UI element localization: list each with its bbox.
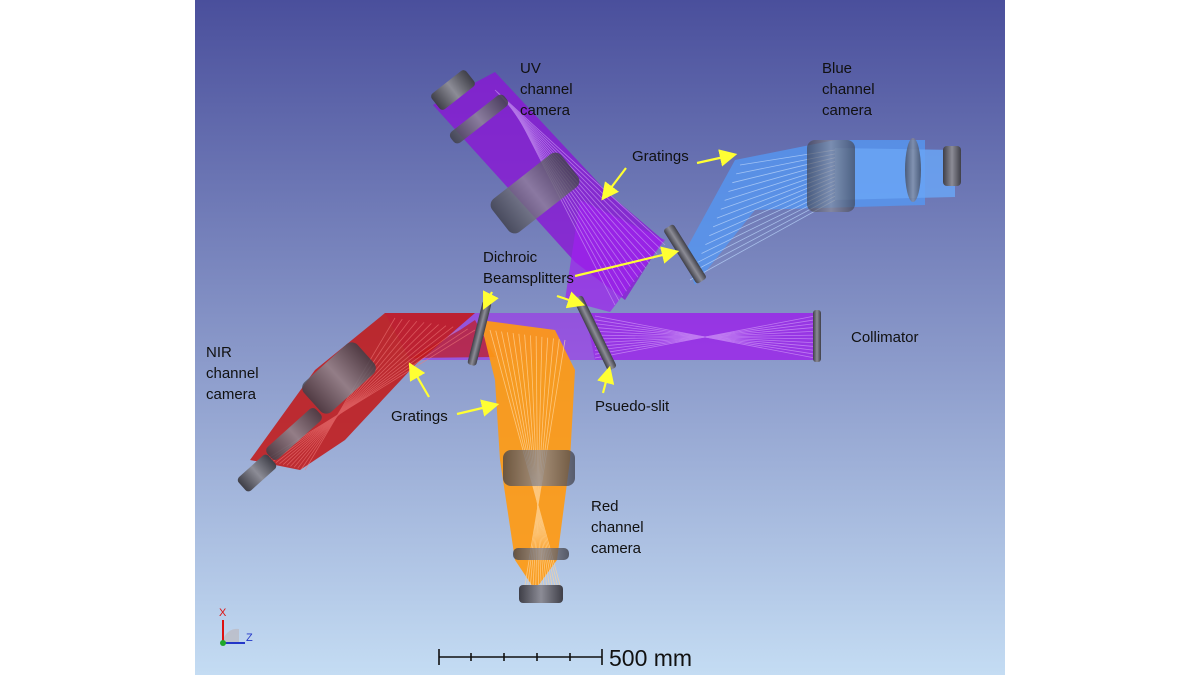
dichroic-label-line-2: Beamsplitters [483,270,574,287]
dichroic-beamsplitter-2 [467,300,492,366]
red-camera-label: Red channel camera [591,496,644,559]
arrow-dichroic-2 [556,291,586,309]
uv-camera-label: UV channel camera [520,58,573,121]
orientation-triad [220,620,245,646]
spectrograph-raytrace-diagram [195,0,1005,675]
blue-channel-beam [683,140,955,285]
arrow-pseudo-slit [597,365,615,394]
annotation-arrows [408,149,738,417]
nir-camera-label-line-1: NIR [206,344,232,361]
arrow-dichroic-1 [483,290,499,310]
uv-camera-label-line-3: camera [520,102,571,119]
blue-camera-label-line-2: channel [822,81,875,98]
dichroic-label-line-1: Dichroic [483,249,538,266]
axis-z-label: Z [246,632,253,644]
red-camera-label-line-3: camera [591,540,642,557]
uv-camera-label-line-1: UV [520,60,541,77]
arrow-dichroic-3 [574,246,680,278]
collimator-label: Collimator [851,329,919,346]
collimator-mirror [813,310,821,362]
scale-bar-label: 500 mm [609,645,693,671]
uv-camera-detector [431,70,475,110]
arrow-gratings-top-1 [601,167,627,201]
pseudo-slit-label: Psuedo-slit [595,398,670,415]
red-camera-label-line-2: channel [591,519,644,536]
arrow-gratings-bottom-2 [456,399,500,417]
red-camera-lens-2 [513,548,569,560]
nir-camera-detector [237,454,277,492]
dichroic-label: Dichroic Beamsplitters [483,247,574,289]
uv-camera-lens-group [490,152,580,234]
scale-bar [438,649,603,665]
blue-camera-label-line-3: camera [822,102,873,119]
nir-camera-label-line-3: camera [206,386,257,403]
blue-camera-detector [943,146,961,186]
blue-grating [664,224,706,284]
blue-camera-lens-group [807,140,855,212]
uv-camera-lens-1 [449,94,509,144]
red-camera-label-line-1: Red [591,498,619,515]
red-camera-detector [519,585,563,603]
nir-camera-label: NIR channel camera [206,342,259,405]
optical-layout-viewport[interactable]: UV channel camera Blue channel camera Gr… [195,0,1005,675]
axis-x-label: X [219,607,227,619]
arrow-gratings-bottom-1 [408,362,430,398]
blue-camera-label-line-1: Blue [822,60,853,77]
nir-camera-lens-2 [266,408,322,460]
optical-elements [237,70,961,603]
dichroic-beamsplitter-1 [573,295,617,371]
nir-camera-lens-group [302,342,376,414]
arrow-gratings-top-2 [696,149,738,167]
red-camera-lens-group [503,450,575,486]
nir-camera-label-line-2: channel [206,365,259,382]
uv-camera-label-line-2: channel [520,81,573,98]
blue-camera-label: Blue channel camera [822,58,875,121]
gratings-bottom-label: Gratings [391,408,448,425]
blue-camera-lens-2 [905,138,921,202]
gratings-top-label: Gratings [632,148,689,165]
